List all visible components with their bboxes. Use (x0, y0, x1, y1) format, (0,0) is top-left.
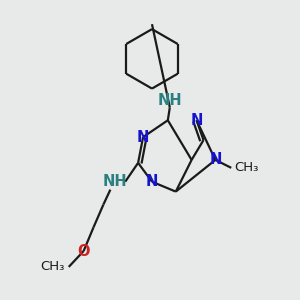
Text: N: N (209, 152, 222, 167)
Text: NH: NH (103, 174, 128, 189)
Text: O: O (77, 244, 90, 259)
Text: CH₃: CH₃ (40, 260, 65, 273)
Text: N: N (190, 113, 203, 128)
Text: N: N (137, 130, 149, 145)
Text: N: N (146, 174, 158, 189)
Text: NH: NH (158, 93, 182, 108)
Text: CH₃: CH₃ (234, 161, 259, 174)
